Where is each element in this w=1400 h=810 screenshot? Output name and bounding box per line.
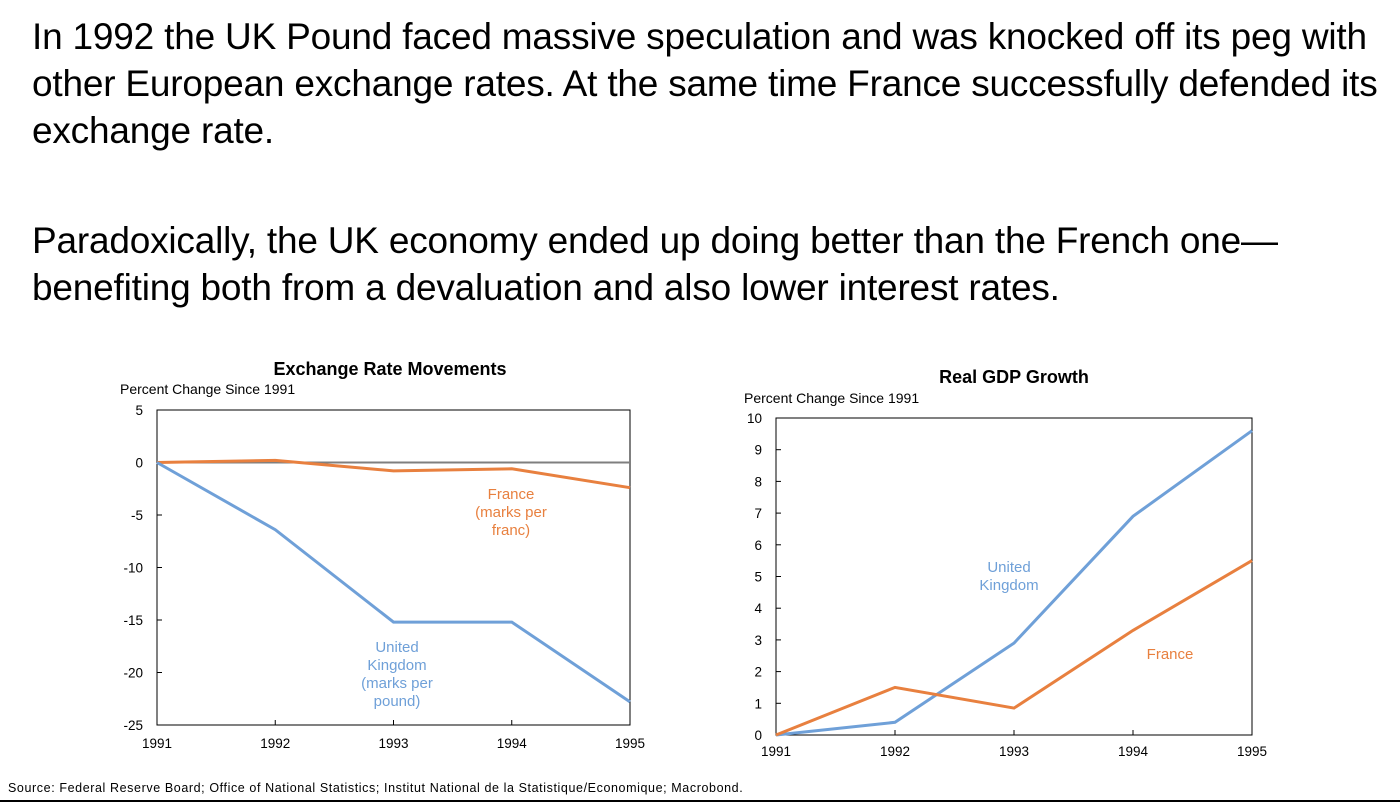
series-label-united-kingdom-marks-per-pound: United Kingdom (marks per pound): [361, 639, 433, 710]
y-tick-label: 10: [747, 411, 762, 426]
chart-title: Exchange Rate Movements: [273, 359, 506, 379]
series-label-line: (marks per: [475, 504, 547, 521]
series-label-line: franc): [492, 522, 530, 539]
series-label-france: France: [1147, 646, 1194, 663]
exchange-rate-chart: Exchange Rate Movements Percent Change Si…: [120, 359, 645, 751]
y-tick-label: -15: [123, 613, 143, 628]
x-tick-label: 1991: [761, 744, 791, 759]
series-line-france-marks-per-franc: [156, 458, 631, 490]
series-label-line: Kingdom: [367, 657, 426, 674]
y-axis-label: Percent Change Since 1991: [120, 381, 295, 397]
series-label-united-kingdom: United Kingdom: [979, 559, 1038, 594]
series-line-france: [775, 559, 1253, 737]
y-tick-label: -25: [123, 718, 143, 733]
x-tick-label: 1995: [615, 736, 645, 751]
y-tick-label: 3: [754, 633, 762, 648]
y-tick-label: -5: [131, 508, 143, 523]
series-label-line: France: [1147, 646, 1194, 663]
y-tick-label: -10: [123, 561, 143, 576]
y-tick-label: 5: [754, 570, 762, 585]
y-axis-label: Percent Change Since 1991: [744, 390, 919, 406]
series-label-line: United: [987, 559, 1030, 576]
source-note: Source: Federal Reserve Board; Office of…: [8, 781, 744, 795]
series-label-line: pound): [374, 693, 421, 710]
x-tick-label: 1992: [880, 744, 910, 759]
conclusion-paragraph: Paradoxically, the UK economy ended up d…: [32, 220, 1278, 308]
x-tick-label: 1992: [260, 736, 290, 751]
x-tick-label: 1995: [1237, 744, 1267, 759]
series-line-united-kingdom: [775, 429, 1253, 737]
y-tick-label: 0: [754, 728, 762, 743]
intro-paragraph: In 1992 the UK Pound faced massive specu…: [32, 16, 1378, 151]
chart-title: Real GDP Growth: [939, 367, 1089, 387]
y-tick-label: 7: [754, 506, 762, 521]
gdp-growth-chart: Real GDP Growth Percent Change Since 1991…: [744, 367, 1267, 759]
bottom-rule: [0, 800, 1400, 802]
series-label-line: France: [488, 486, 535, 503]
x-tick-label: 1994: [1118, 744, 1149, 759]
series-line-united-kingdom-marks-per-pound: [156, 461, 631, 704]
y-tick-label: 6: [754, 538, 762, 553]
x-tick-label: 1993: [378, 736, 408, 751]
x-tick-label: 1991: [142, 736, 172, 751]
series-label-line: Kingdom: [979, 577, 1038, 594]
series-label-france-marks-per-franc: France (marks per franc): [475, 486, 547, 539]
series-label-line: United: [375, 639, 418, 656]
y-tick-label: 0: [135, 456, 143, 471]
y-tick-label: 8: [754, 474, 762, 489]
y-tick-label: 2: [754, 665, 762, 680]
y-tick-label: 4: [754, 601, 762, 616]
x-tick-label: 1994: [497, 736, 528, 751]
y-tick-label: 5: [135, 403, 143, 418]
y-tick-label: 9: [754, 443, 762, 458]
y-tick-label: 1: [754, 696, 762, 711]
y-tick-label: -20: [123, 666, 143, 681]
x-tick-label: 1993: [999, 744, 1029, 759]
series-label-line: (marks per: [361, 675, 433, 692]
